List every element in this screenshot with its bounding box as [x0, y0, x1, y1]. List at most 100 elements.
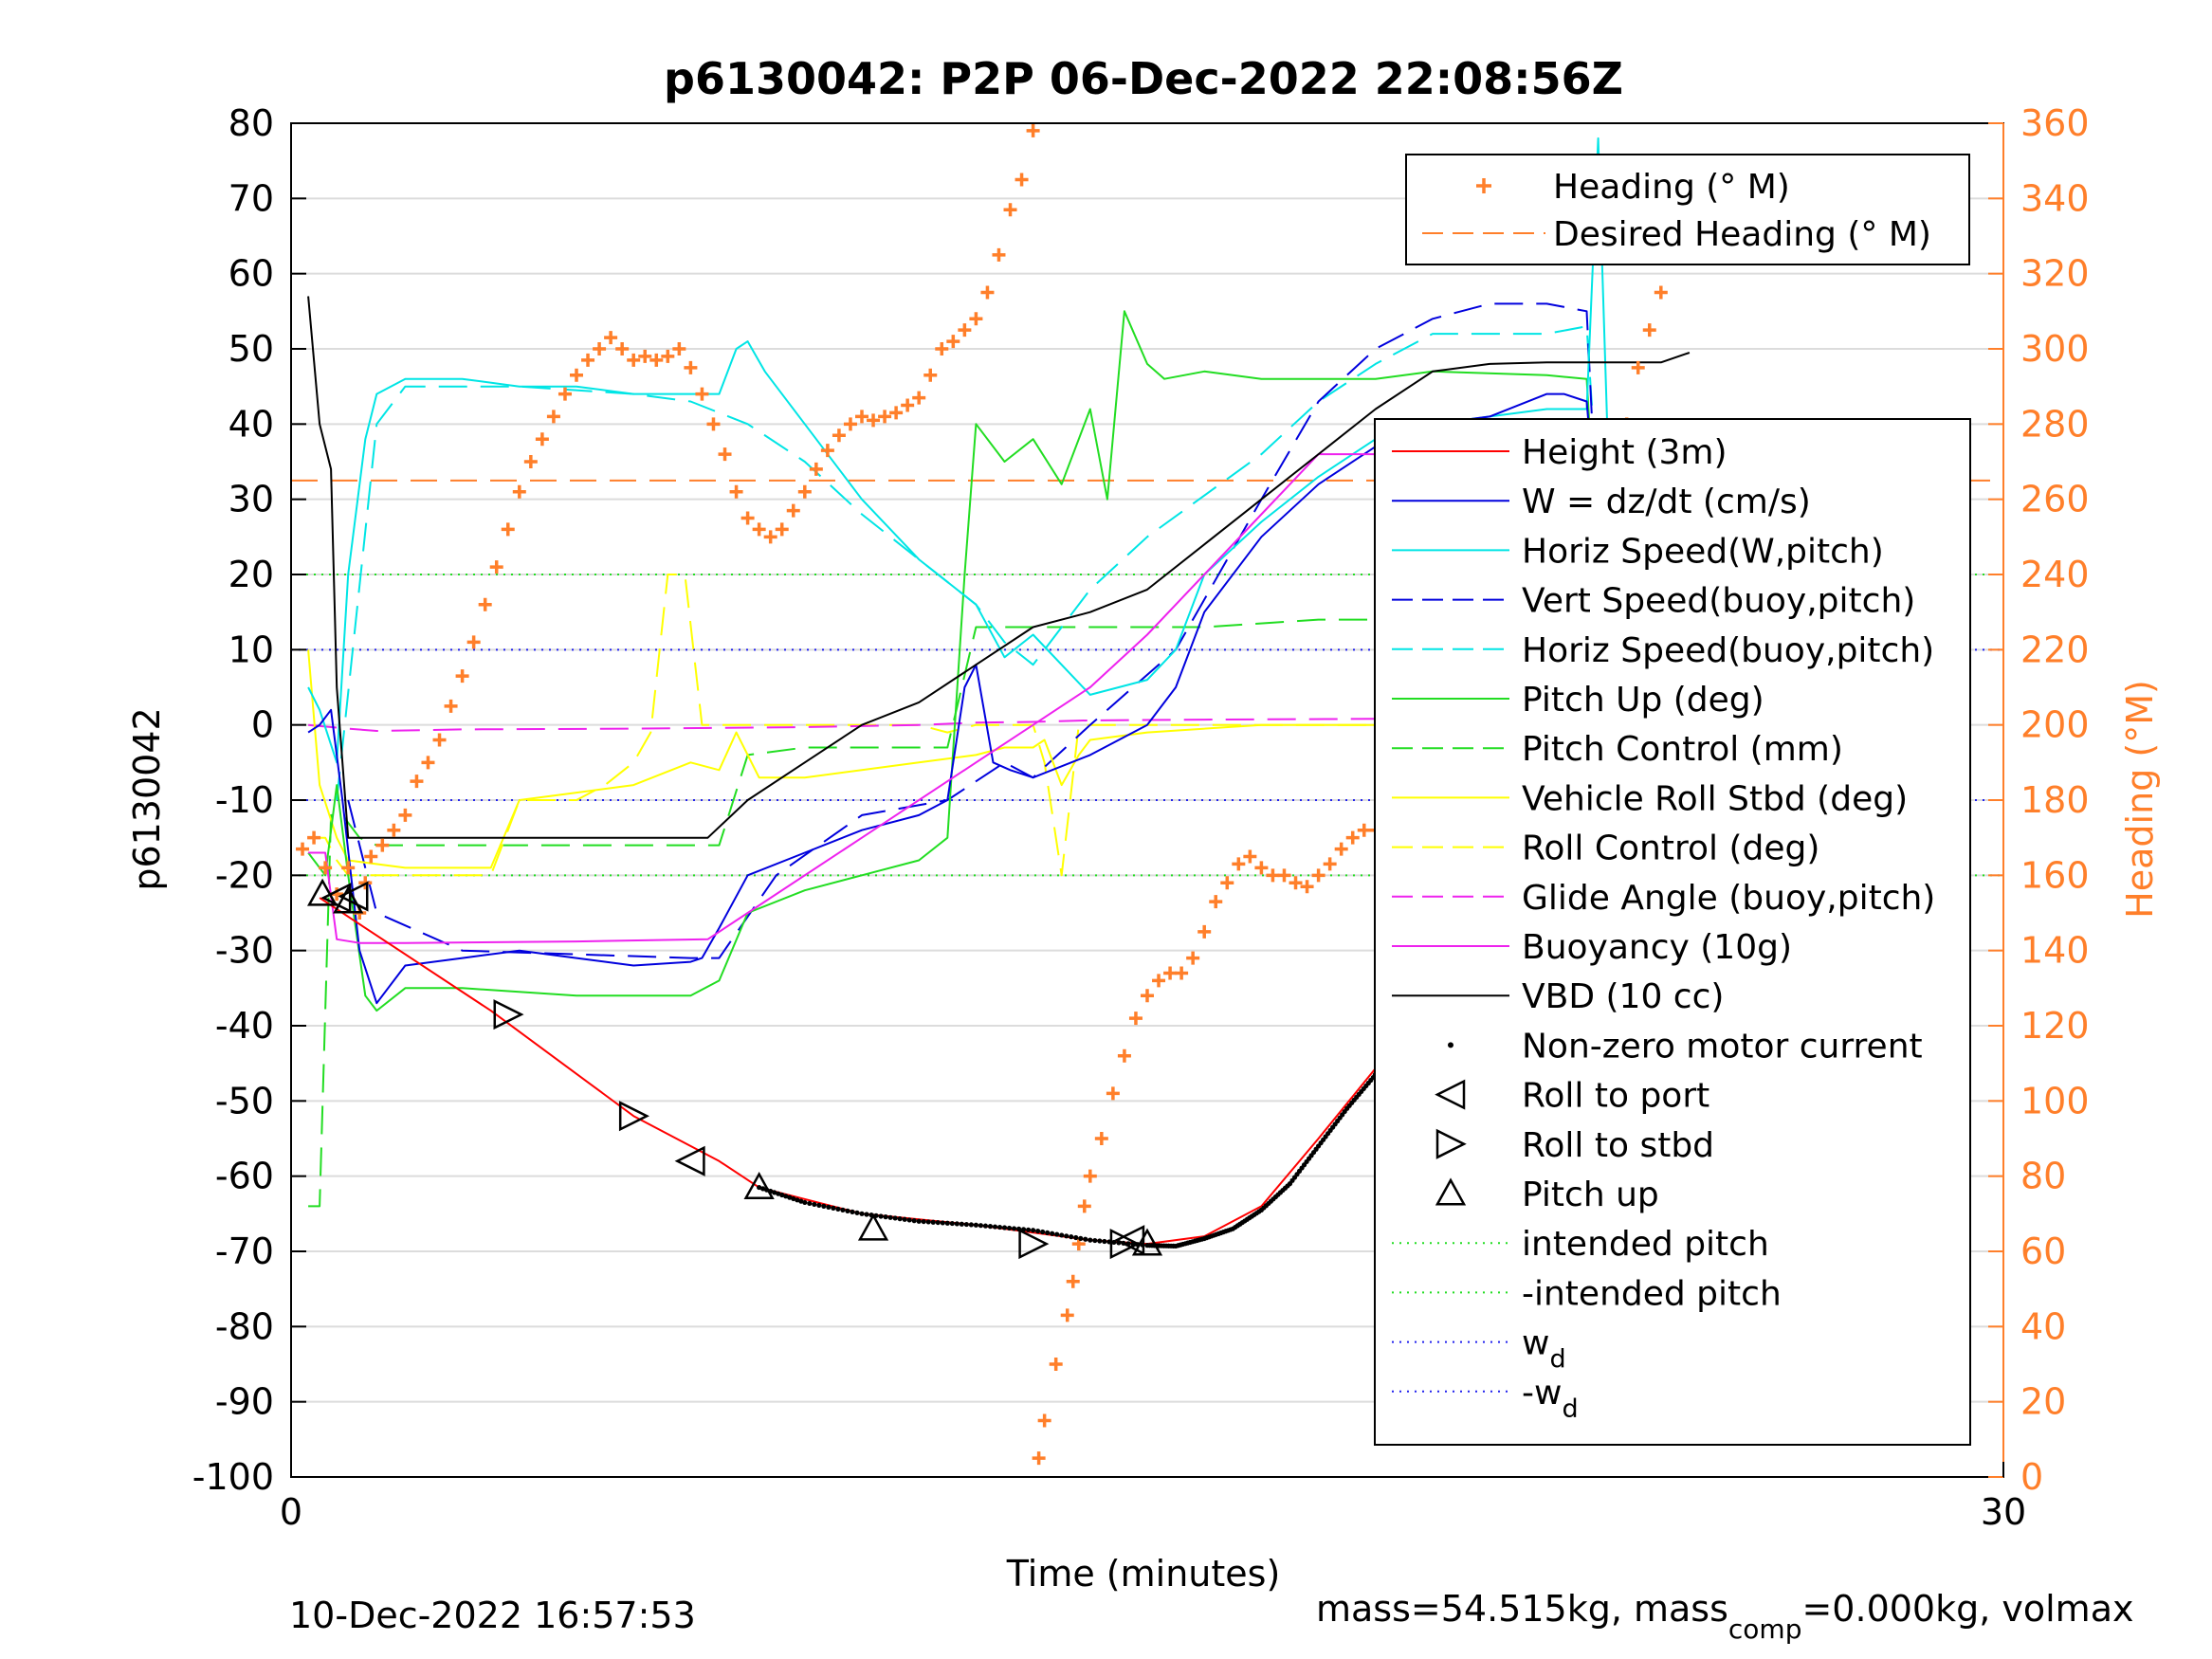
heading-marker — [958, 323, 972, 337]
heading-marker — [1032, 1451, 1046, 1466]
y-right-tick-label: 140 — [2020, 930, 2090, 972]
motor-current-dot — [859, 1211, 865, 1216]
motor-current-dot — [1011, 1226, 1017, 1231]
pitch-up-marker — [857, 1212, 889, 1241]
y-right-tick-label: 0 — [2020, 1456, 2043, 1498]
legend-label: Horiz Speed(buoy,pitch) — [1522, 631, 1934, 670]
heading-marker — [878, 410, 892, 424]
y-axis-right: 3603403203002802602402202001801601401201… — [1988, 102, 2090, 1498]
roll-stbd-marker — [1109, 1229, 1141, 1260]
heading-marker — [1277, 868, 1291, 883]
legend-label: Glide Angle (buoy,pitch) — [1522, 879, 1935, 918]
legend-label-main: VBD (10 cc) — [1522, 977, 1724, 1016]
y-axis-right-label: Heading (°M) — [2119, 680, 2161, 919]
heading-marker — [581, 353, 595, 367]
y-right-tick-label: 300 — [2020, 328, 2090, 370]
motor-current-dot — [1006, 1225, 1013, 1231]
heading-marker — [1289, 876, 1303, 890]
y-tick-label: 40 — [229, 403, 274, 445]
motor-current-dot — [996, 1224, 1003, 1231]
heading-marker — [901, 398, 915, 412]
y-tick-label: 10 — [229, 629, 274, 670]
legend-label-main: Pitch Up (deg) — [1522, 681, 1764, 720]
motor-current-dot — [892, 1215, 898, 1221]
roll-port-marker — [674, 1145, 705, 1176]
heading-marker — [319, 861, 333, 875]
legend-main-box — [1374, 418, 1971, 1446]
heading-marker — [855, 410, 868, 424]
heading-marker — [1323, 857, 1337, 871]
y-tick-label: -20 — [215, 854, 274, 896]
motor-current-dot — [757, 1184, 762, 1191]
y-right-tick-label: 240 — [2020, 554, 2090, 595]
legend-label-main: Non-zero motor current — [1522, 1027, 1923, 1066]
heading-marker — [1197, 924, 1212, 939]
heading-marker — [1094, 1132, 1108, 1145]
w-dzdt-series — [307, 392, 1644, 1005]
y-tick-label: 0 — [251, 704, 274, 746]
heading-marker — [935, 342, 949, 356]
heading-marker — [1209, 895, 1223, 909]
motor-current-dot — [826, 1204, 832, 1210]
motor-current-dot — [902, 1216, 907, 1222]
heading-marker — [364, 849, 378, 864]
heading-marker — [661, 349, 675, 363]
pitch-up-marker — [333, 885, 364, 914]
footer-mass-part1: mass=54.515kg, mass — [1316, 1588, 1728, 1630]
heading-marker — [1152, 974, 1166, 988]
heading-marker — [307, 830, 321, 845]
legend-label: Horiz Speed(W,pitch) — [1522, 532, 1884, 571]
y-tick-label: 50 — [229, 328, 274, 370]
heading-marker — [980, 285, 995, 300]
y-tick-label: -100 — [192, 1456, 274, 1498]
legend-label-main: Pitch up — [1522, 1176, 1659, 1214]
motor-current-dot — [1088, 1237, 1093, 1243]
legend-swatch — [1448, 1042, 1453, 1048]
heading-marker — [1141, 989, 1154, 1003]
legend-label: Vert Speed(buoy,pitch) — [1522, 582, 1915, 621]
heading-marker — [410, 775, 424, 789]
motor-current-dot — [787, 1194, 793, 1200]
heading-marker — [615, 342, 630, 356]
legend-swatch — [1435, 1177, 1467, 1206]
x-axis-label: Time (minutes) — [1006, 1553, 1281, 1595]
heading-marker — [706, 417, 721, 431]
legend-swatch — [1435, 1079, 1466, 1110]
y-right-tick-label: 120 — [2020, 1005, 2090, 1047]
heading-marker — [627, 353, 641, 367]
motor-current-dot — [906, 1217, 912, 1223]
legend-heading: Heading (° M) Desired Heading (° M) — [1405, 154, 1970, 265]
y-right-tick-label: 220 — [2020, 629, 2090, 670]
y-right-tick-label: 100 — [2020, 1080, 2090, 1121]
heading-marker — [775, 522, 789, 537]
legend-label-main: W = dz/dt (cm/s) — [1522, 483, 1811, 521]
motor-current-dot — [840, 1207, 846, 1212]
legend-label-main: Horiz Speed(buoy,pitch) — [1522, 631, 1934, 670]
motor-current-dot — [1064, 1233, 1069, 1239]
heading-marker — [820, 444, 834, 458]
heading-marker — [1003, 203, 1017, 217]
chart-title: p6130042: P2P 06-Dec-2022 22:08:56Z — [664, 53, 1623, 104]
legend-label-main: -intended pitch — [1522, 1274, 1782, 1313]
x-tick-label: 0 — [280, 1491, 302, 1533]
motor-current-dot — [921, 1218, 926, 1225]
legend-label-main: Horiz Speed(W,pitch) — [1522, 532, 1884, 571]
motor-current-dot — [963, 1221, 969, 1228]
glide-angle-series — [308, 718, 1690, 732]
motor-current-dot — [783, 1194, 789, 1199]
y-tick-label: -30 — [215, 930, 274, 972]
y-right-tick-label: 20 — [2020, 1381, 2066, 1423]
motor-current-dot — [949, 1220, 955, 1227]
motor-current-dot — [1025, 1227, 1032, 1232]
legend-label: Roll to stbd — [1522, 1126, 1714, 1165]
heading-marker — [832, 428, 846, 443]
motor-current-dot — [798, 1198, 804, 1204]
x-tick-label: 30 — [1981, 1491, 2026, 1533]
heading-marker — [1163, 966, 1178, 980]
motor-current-dot — [1111, 1239, 1117, 1246]
footer-mass: mass=54.515kg, masscomp=0.000kg, volmax — [1316, 1588, 2133, 1645]
heading-marker — [946, 335, 960, 349]
heading-marker — [296, 842, 310, 856]
y-tick-label: -40 — [215, 1005, 274, 1047]
pitch-up-series — [307, 310, 1644, 1012]
